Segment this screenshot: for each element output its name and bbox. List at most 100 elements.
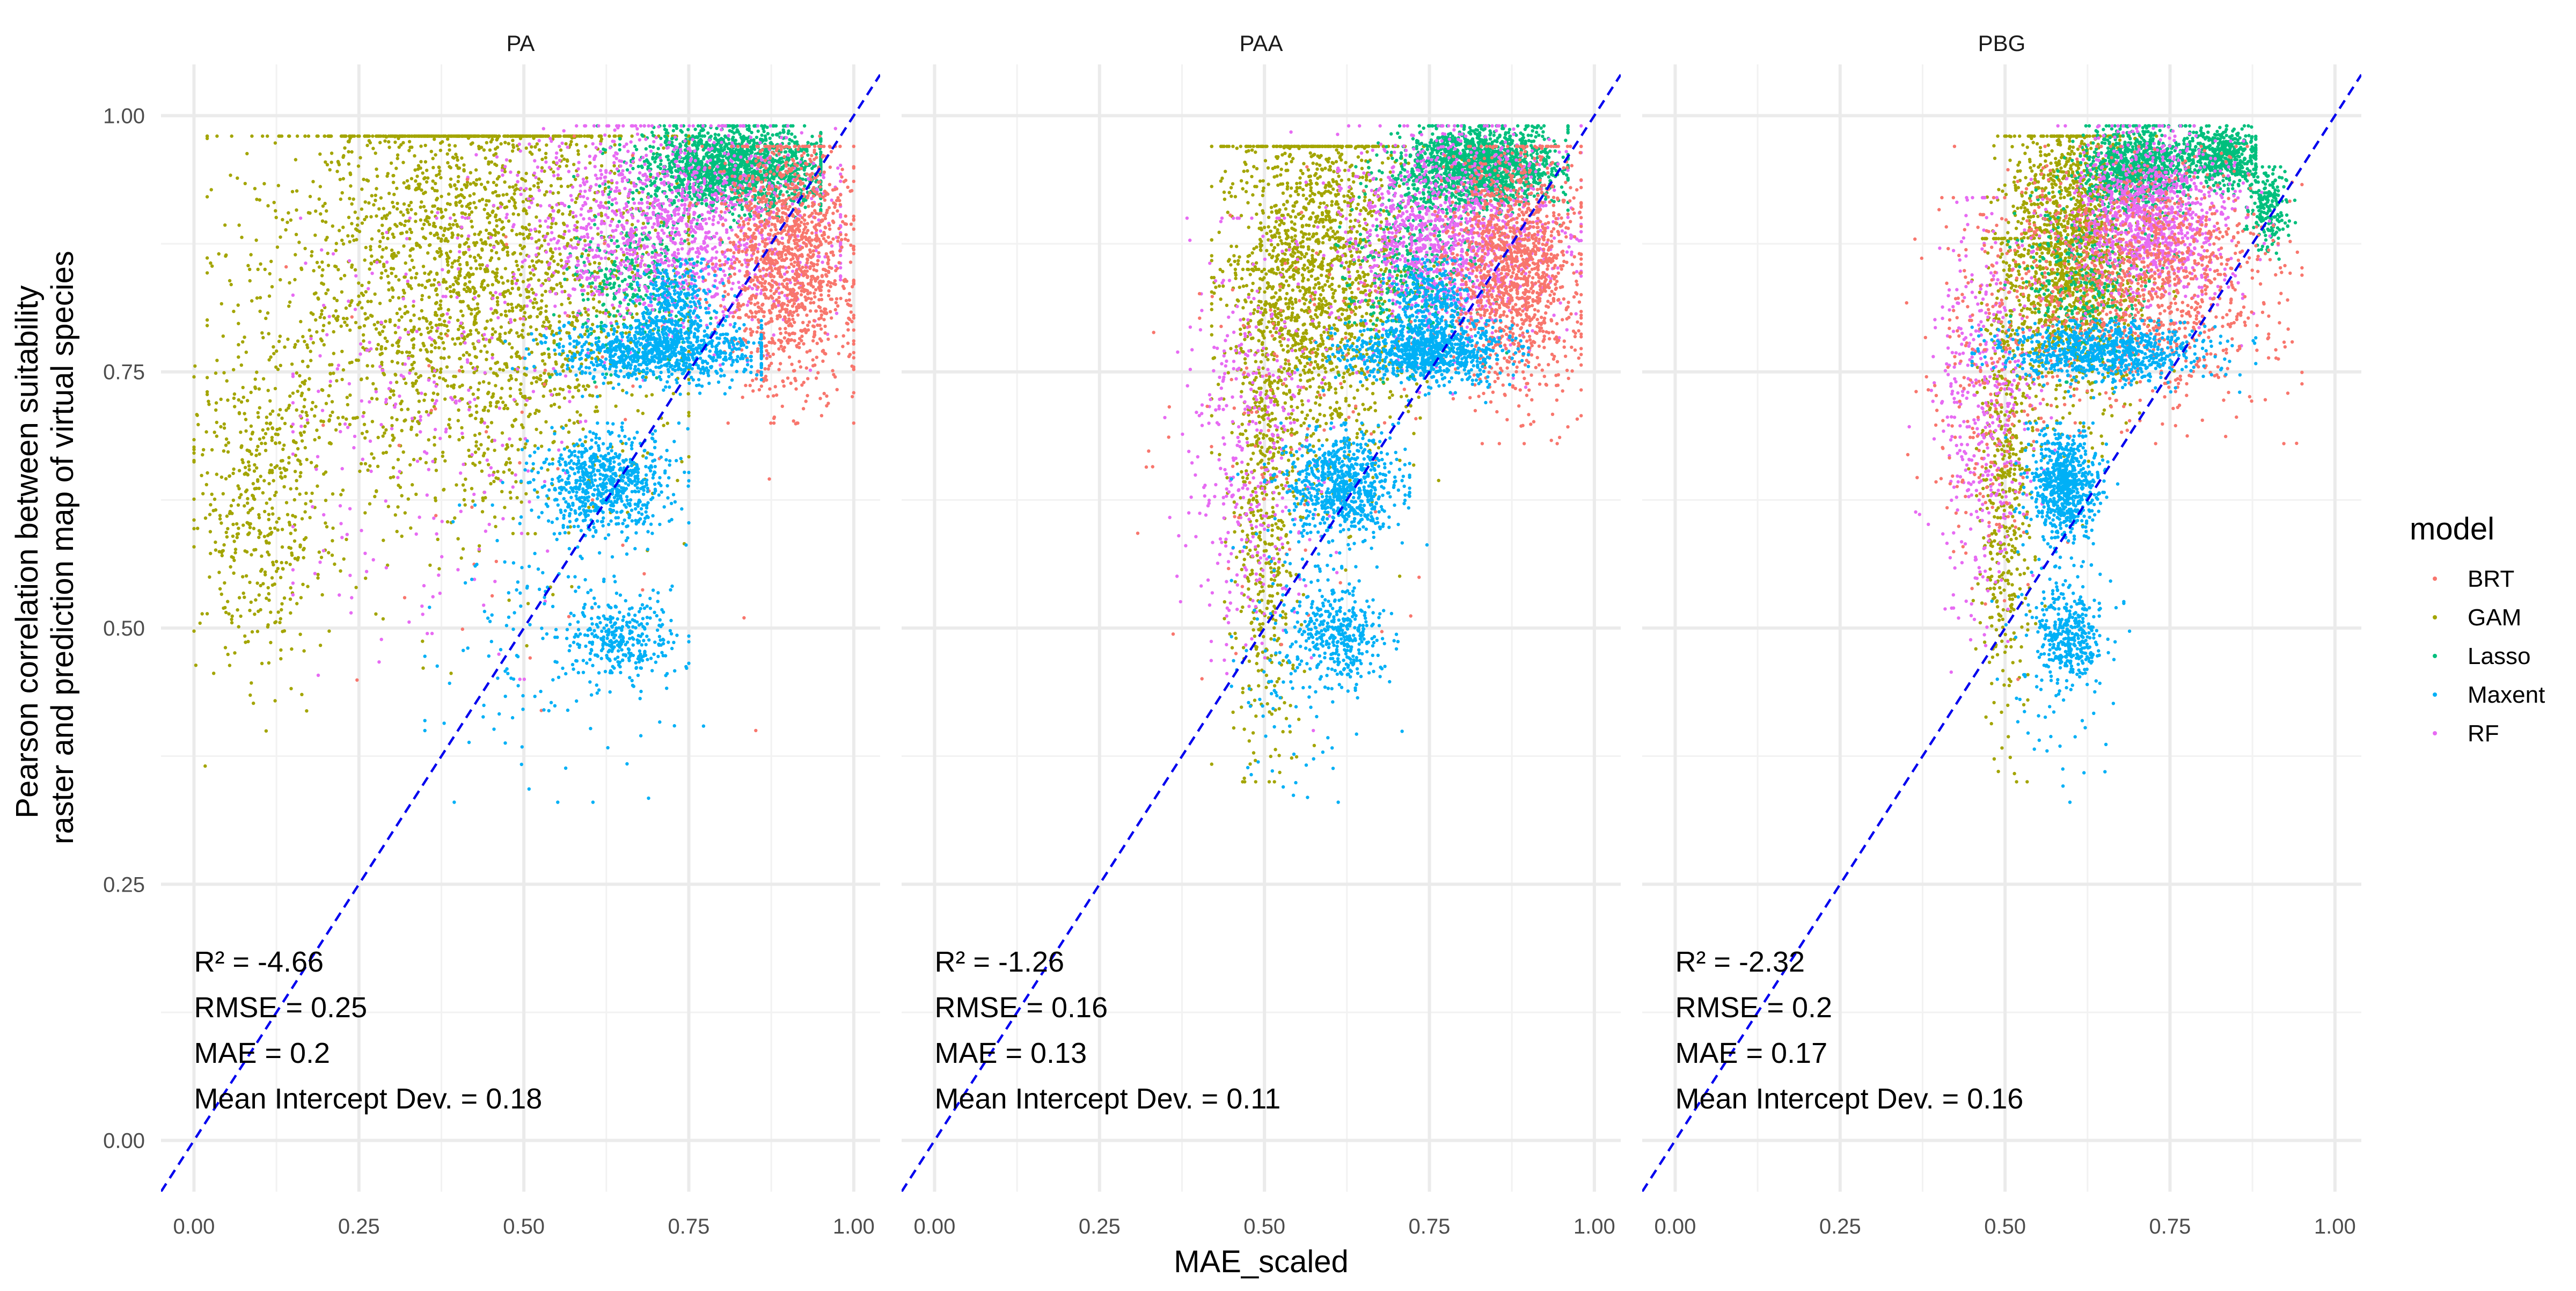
data-point-gam (277, 610, 280, 614)
data-point-gam (325, 209, 328, 213)
data-point-lasso (699, 138, 702, 141)
data-point-lasso (684, 168, 687, 171)
data-point-gam (362, 333, 365, 337)
data-point-gam (545, 316, 548, 319)
data-point-gam (467, 449, 470, 452)
data-point-gam (410, 354, 413, 358)
data-point-gam (227, 441, 230, 444)
data-point-gam (239, 493, 243, 496)
data-point-gam (475, 267, 478, 270)
data-point-gam (422, 236, 425, 239)
data-point-gam (518, 356, 522, 360)
data-point-gam (496, 296, 499, 300)
data-point-gam (331, 539, 334, 542)
data-point-gam (476, 302, 479, 305)
data-point-gam (260, 442, 263, 445)
data-point-gam (264, 268, 267, 271)
data-point-gam (469, 254, 472, 258)
data-point-gam (425, 180, 428, 184)
data-point-gam (206, 134, 209, 137)
data-point-gam (369, 313, 372, 317)
data-point-gam (454, 202, 457, 205)
data-point-lasso (670, 166, 674, 170)
data-point-gam (210, 448, 214, 451)
data-point-gam (437, 335, 441, 339)
data-point-gam (479, 349, 482, 353)
data-point-gam (436, 538, 440, 541)
data-point-lasso (742, 161, 745, 164)
data-point-gam (494, 152, 497, 155)
y-tick-label: 0.25 (103, 873, 145, 896)
data-point-gam (430, 326, 434, 329)
data-point-lasso (806, 154, 809, 157)
data-point-gam (505, 366, 508, 369)
data-point-gam (579, 413, 582, 417)
x-tick-label: 0.75 (668, 1215, 710, 1238)
data-point-gam (423, 176, 427, 179)
data-point-gam (257, 513, 260, 516)
data-point-gam (514, 201, 517, 204)
data-point-gam (237, 303, 240, 307)
data-point-lasso (670, 171, 673, 174)
data-point-gam (331, 400, 334, 403)
data-point-gam (631, 223, 634, 226)
data-point-gam (388, 211, 391, 214)
data-point-gam (396, 154, 399, 157)
data-point-gam (264, 432, 267, 435)
data-point-gam (414, 276, 417, 279)
data-point-gam (598, 300, 601, 303)
data-point-gam (509, 395, 512, 398)
data-point-gam (298, 633, 302, 636)
data-point-gam (460, 426, 463, 429)
data-point-lasso (733, 218, 736, 222)
data-point-gam (410, 426, 413, 429)
data-point-gam (207, 403, 210, 406)
data-point-gam (209, 261, 212, 265)
data-point-gam (432, 283, 435, 287)
data-point-gam (577, 134, 581, 137)
data-point-lasso (799, 164, 802, 167)
data-point-gam (261, 491, 265, 494)
data-point-gam (508, 468, 511, 471)
data-point-gam (515, 260, 518, 263)
data-point-gam (409, 208, 413, 211)
data-point-lasso (593, 223, 596, 226)
data-point-lasso (705, 152, 708, 156)
data-point-gam (375, 167, 378, 171)
data-point-gam (494, 234, 497, 237)
data-point-gam (235, 522, 238, 526)
data-point-gam (588, 161, 591, 164)
data-point-gam (325, 525, 328, 528)
data-point-gam (544, 156, 547, 159)
data-point-gam (368, 267, 371, 271)
data-point-gam (226, 450, 230, 454)
data-point-gam (471, 499, 474, 502)
data-point-lasso (659, 178, 662, 181)
data-point-gam (495, 405, 498, 408)
data-point-gam (192, 630, 195, 633)
data-point-gam (525, 172, 528, 175)
data-point-gam (262, 377, 265, 381)
data-point-gam (384, 269, 387, 272)
data-point-gam (266, 134, 269, 137)
data-point-gam (244, 429, 247, 433)
data-point-gam (475, 178, 478, 181)
data-point-gam (446, 260, 449, 264)
data-point-gam (419, 160, 422, 163)
data-point-gam (544, 310, 547, 313)
data-point-gam (478, 263, 481, 266)
data-point-gam (422, 344, 426, 347)
data-point-gam (354, 586, 357, 589)
data-point-gam (440, 332, 443, 335)
data-point-gam (305, 343, 309, 346)
data-point-gam (244, 490, 247, 493)
data-point-lasso (788, 138, 791, 141)
data-point-gam (247, 533, 250, 536)
data-point-lasso (717, 182, 720, 185)
data-point-gam (319, 419, 323, 422)
data-point-gam (315, 428, 318, 432)
data-point-gam (387, 228, 391, 231)
data-point-gam (231, 535, 235, 538)
data-point-lasso (613, 296, 617, 300)
